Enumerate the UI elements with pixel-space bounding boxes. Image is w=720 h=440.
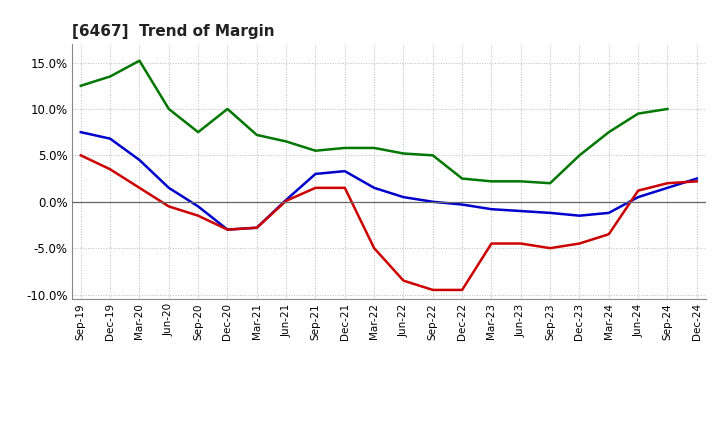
Net Income bbox=[106, 167, 114, 172]
Operating Cashflow bbox=[341, 145, 349, 150]
Ordinary Income bbox=[487, 206, 496, 212]
Operating Cashflow bbox=[634, 111, 642, 116]
Line: Net Income: Net Income bbox=[81, 155, 697, 290]
Operating Cashflow bbox=[605, 129, 613, 135]
Line: Ordinary Income: Ordinary Income bbox=[81, 132, 697, 230]
Net Income bbox=[370, 246, 379, 251]
Ordinary Income bbox=[164, 185, 173, 191]
Operating Cashflow bbox=[106, 74, 114, 79]
Ordinary Income bbox=[370, 185, 379, 191]
Operating Cashflow bbox=[311, 148, 320, 154]
Ordinary Income bbox=[634, 194, 642, 200]
Operating Cashflow bbox=[194, 129, 202, 135]
Net Income bbox=[164, 204, 173, 209]
Net Income bbox=[487, 241, 496, 246]
Net Income bbox=[663, 180, 672, 186]
Net Income bbox=[253, 225, 261, 231]
Ordinary Income bbox=[253, 225, 261, 231]
Net Income bbox=[458, 287, 467, 293]
Ordinary Income bbox=[516, 209, 525, 214]
Net Income bbox=[575, 241, 584, 246]
Operating Cashflow bbox=[164, 106, 173, 112]
Operating Cashflow bbox=[399, 151, 408, 156]
Net Income bbox=[341, 185, 349, 191]
Ordinary Income bbox=[282, 197, 290, 202]
Net Income bbox=[634, 188, 642, 193]
Ordinary Income bbox=[605, 210, 613, 216]
Operating Cashflow bbox=[663, 106, 672, 112]
Line: Operating Cashflow: Operating Cashflow bbox=[81, 61, 667, 183]
Net Income bbox=[399, 278, 408, 283]
Net Income bbox=[194, 213, 202, 218]
Net Income bbox=[546, 246, 554, 251]
Net Income bbox=[693, 179, 701, 184]
Operating Cashflow bbox=[516, 179, 525, 184]
Net Income bbox=[311, 185, 320, 191]
Ordinary Income bbox=[575, 213, 584, 218]
Ordinary Income bbox=[693, 176, 701, 181]
Net Income bbox=[223, 227, 232, 232]
Ordinary Income bbox=[546, 210, 554, 216]
Text: [6467]  Trend of Margin: [6467] Trend of Margin bbox=[72, 24, 274, 39]
Ordinary Income bbox=[135, 158, 144, 163]
Net Income bbox=[135, 185, 144, 191]
Net Income bbox=[76, 153, 85, 158]
Ordinary Income bbox=[223, 227, 232, 232]
Ordinary Income bbox=[194, 204, 202, 209]
Net Income bbox=[516, 241, 525, 246]
Ordinary Income bbox=[399, 194, 408, 200]
Net Income bbox=[428, 287, 437, 293]
Operating Cashflow bbox=[76, 83, 85, 88]
Operating Cashflow bbox=[370, 145, 379, 150]
Ordinary Income bbox=[76, 129, 85, 135]
Ordinary Income bbox=[458, 202, 467, 207]
Ordinary Income bbox=[428, 199, 437, 205]
Operating Cashflow bbox=[223, 106, 232, 112]
Operating Cashflow bbox=[428, 153, 437, 158]
Operating Cashflow bbox=[253, 132, 261, 138]
Operating Cashflow bbox=[458, 176, 467, 181]
Operating Cashflow bbox=[546, 180, 554, 186]
Ordinary Income bbox=[341, 169, 349, 174]
Ordinary Income bbox=[663, 185, 672, 191]
Net Income bbox=[605, 231, 613, 237]
Operating Cashflow bbox=[487, 179, 496, 184]
Net Income bbox=[282, 198, 290, 203]
Ordinary Income bbox=[311, 171, 320, 176]
Operating Cashflow bbox=[282, 139, 290, 144]
Operating Cashflow bbox=[575, 153, 584, 158]
Operating Cashflow bbox=[135, 58, 144, 63]
Ordinary Income bbox=[106, 136, 114, 141]
